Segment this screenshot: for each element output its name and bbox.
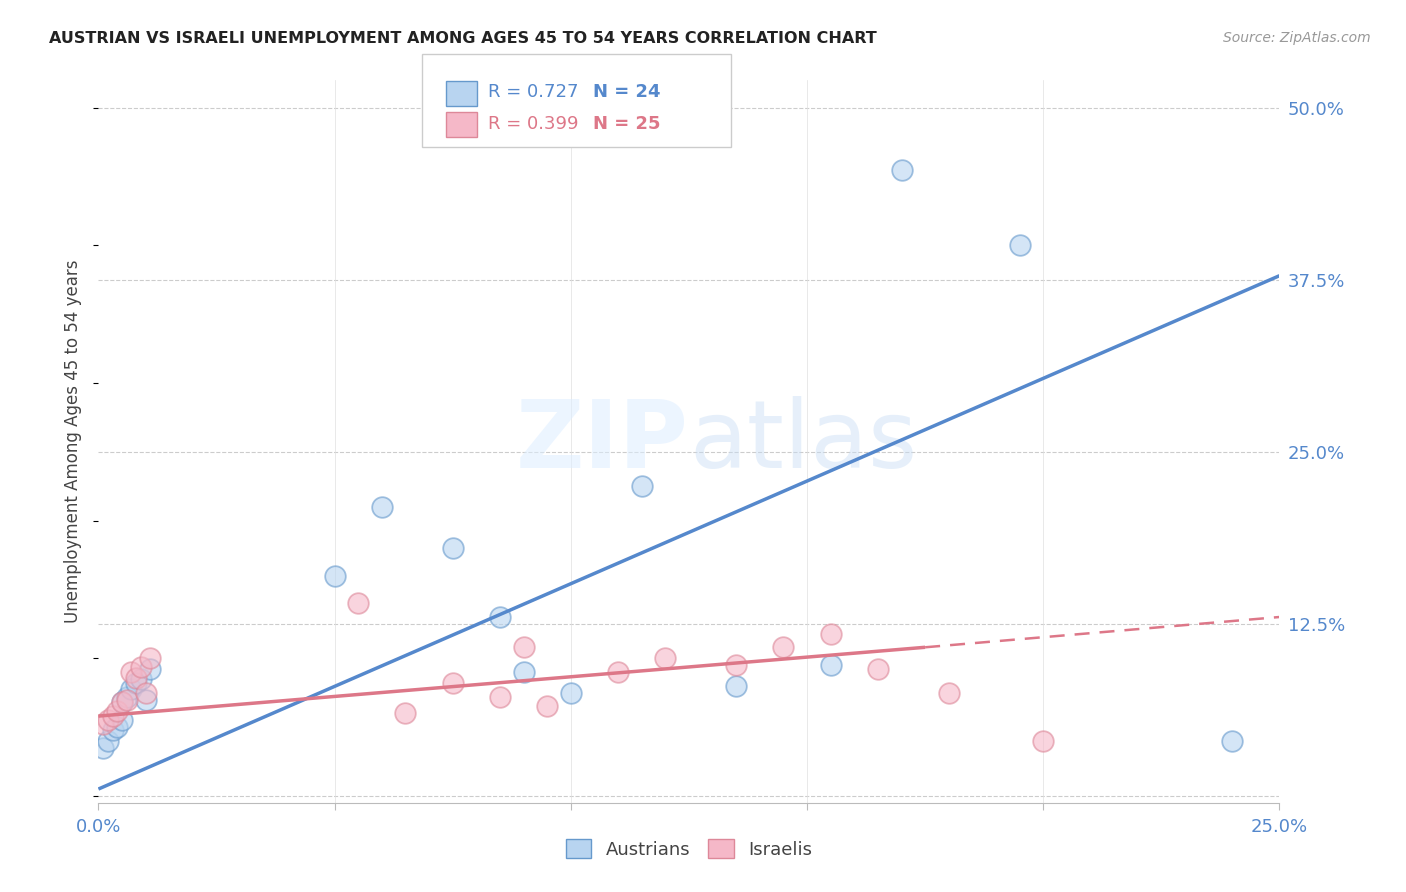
Y-axis label: Unemployment Among Ages 45 to 54 years: Unemployment Among Ages 45 to 54 years: [65, 260, 83, 624]
Text: Source: ZipAtlas.com: Source: ZipAtlas.com: [1223, 31, 1371, 45]
Point: [725, 679, 748, 693]
Text: R = 0.727: R = 0.727: [488, 83, 578, 101]
Point: [489, 610, 512, 624]
Point: [139, 662, 162, 676]
Point: [441, 541, 464, 556]
Point: [890, 162, 912, 177]
Point: [121, 681, 143, 696]
Point: [101, 709, 124, 723]
Point: [820, 626, 842, 640]
Point: [866, 662, 889, 676]
Point: [1008, 238, 1031, 252]
Point: [512, 640, 534, 655]
Point: [441, 676, 464, 690]
Point: [323, 568, 346, 582]
Point: [536, 699, 558, 714]
Point: [115, 692, 138, 706]
Point: [725, 658, 748, 673]
Point: [512, 665, 534, 679]
Text: atlas: atlas: [689, 395, 917, 488]
Point: [820, 658, 842, 673]
Point: [129, 672, 152, 686]
Point: [97, 734, 120, 748]
Point: [91, 717, 114, 731]
Point: [371, 500, 394, 514]
Point: [489, 690, 512, 704]
Point: [111, 713, 134, 727]
Point: [1220, 734, 1243, 748]
Point: [125, 676, 148, 690]
Point: [139, 651, 162, 665]
Point: [101, 723, 124, 737]
Point: [772, 640, 794, 655]
Point: [654, 651, 676, 665]
Point: [135, 692, 157, 706]
Point: [938, 686, 960, 700]
Point: [105, 720, 128, 734]
Point: [111, 695, 134, 709]
Text: AUSTRIAN VS ISRAELI UNEMPLOYMENT AMONG AGES 45 TO 54 YEARS CORRELATION CHART: AUSTRIAN VS ISRAELI UNEMPLOYMENT AMONG A…: [49, 31, 877, 46]
Point: [129, 659, 152, 673]
Point: [560, 686, 582, 700]
Text: R = 0.399: R = 0.399: [488, 115, 578, 133]
Point: [105, 704, 128, 718]
Point: [111, 695, 134, 709]
Text: N = 24: N = 24: [593, 83, 661, 101]
Text: N = 25: N = 25: [593, 115, 661, 133]
Text: ZIP: ZIP: [516, 395, 689, 488]
Point: [91, 740, 114, 755]
Point: [121, 665, 143, 679]
Point: [607, 665, 630, 679]
Legend: Austrians, Israelis: Austrians, Israelis: [558, 832, 820, 866]
Point: [125, 671, 148, 685]
Point: [394, 706, 416, 721]
Point: [115, 690, 138, 704]
Point: [135, 686, 157, 700]
Point: [97, 713, 120, 727]
Point: [630, 479, 652, 493]
Point: [347, 596, 370, 610]
Point: [1032, 734, 1054, 748]
